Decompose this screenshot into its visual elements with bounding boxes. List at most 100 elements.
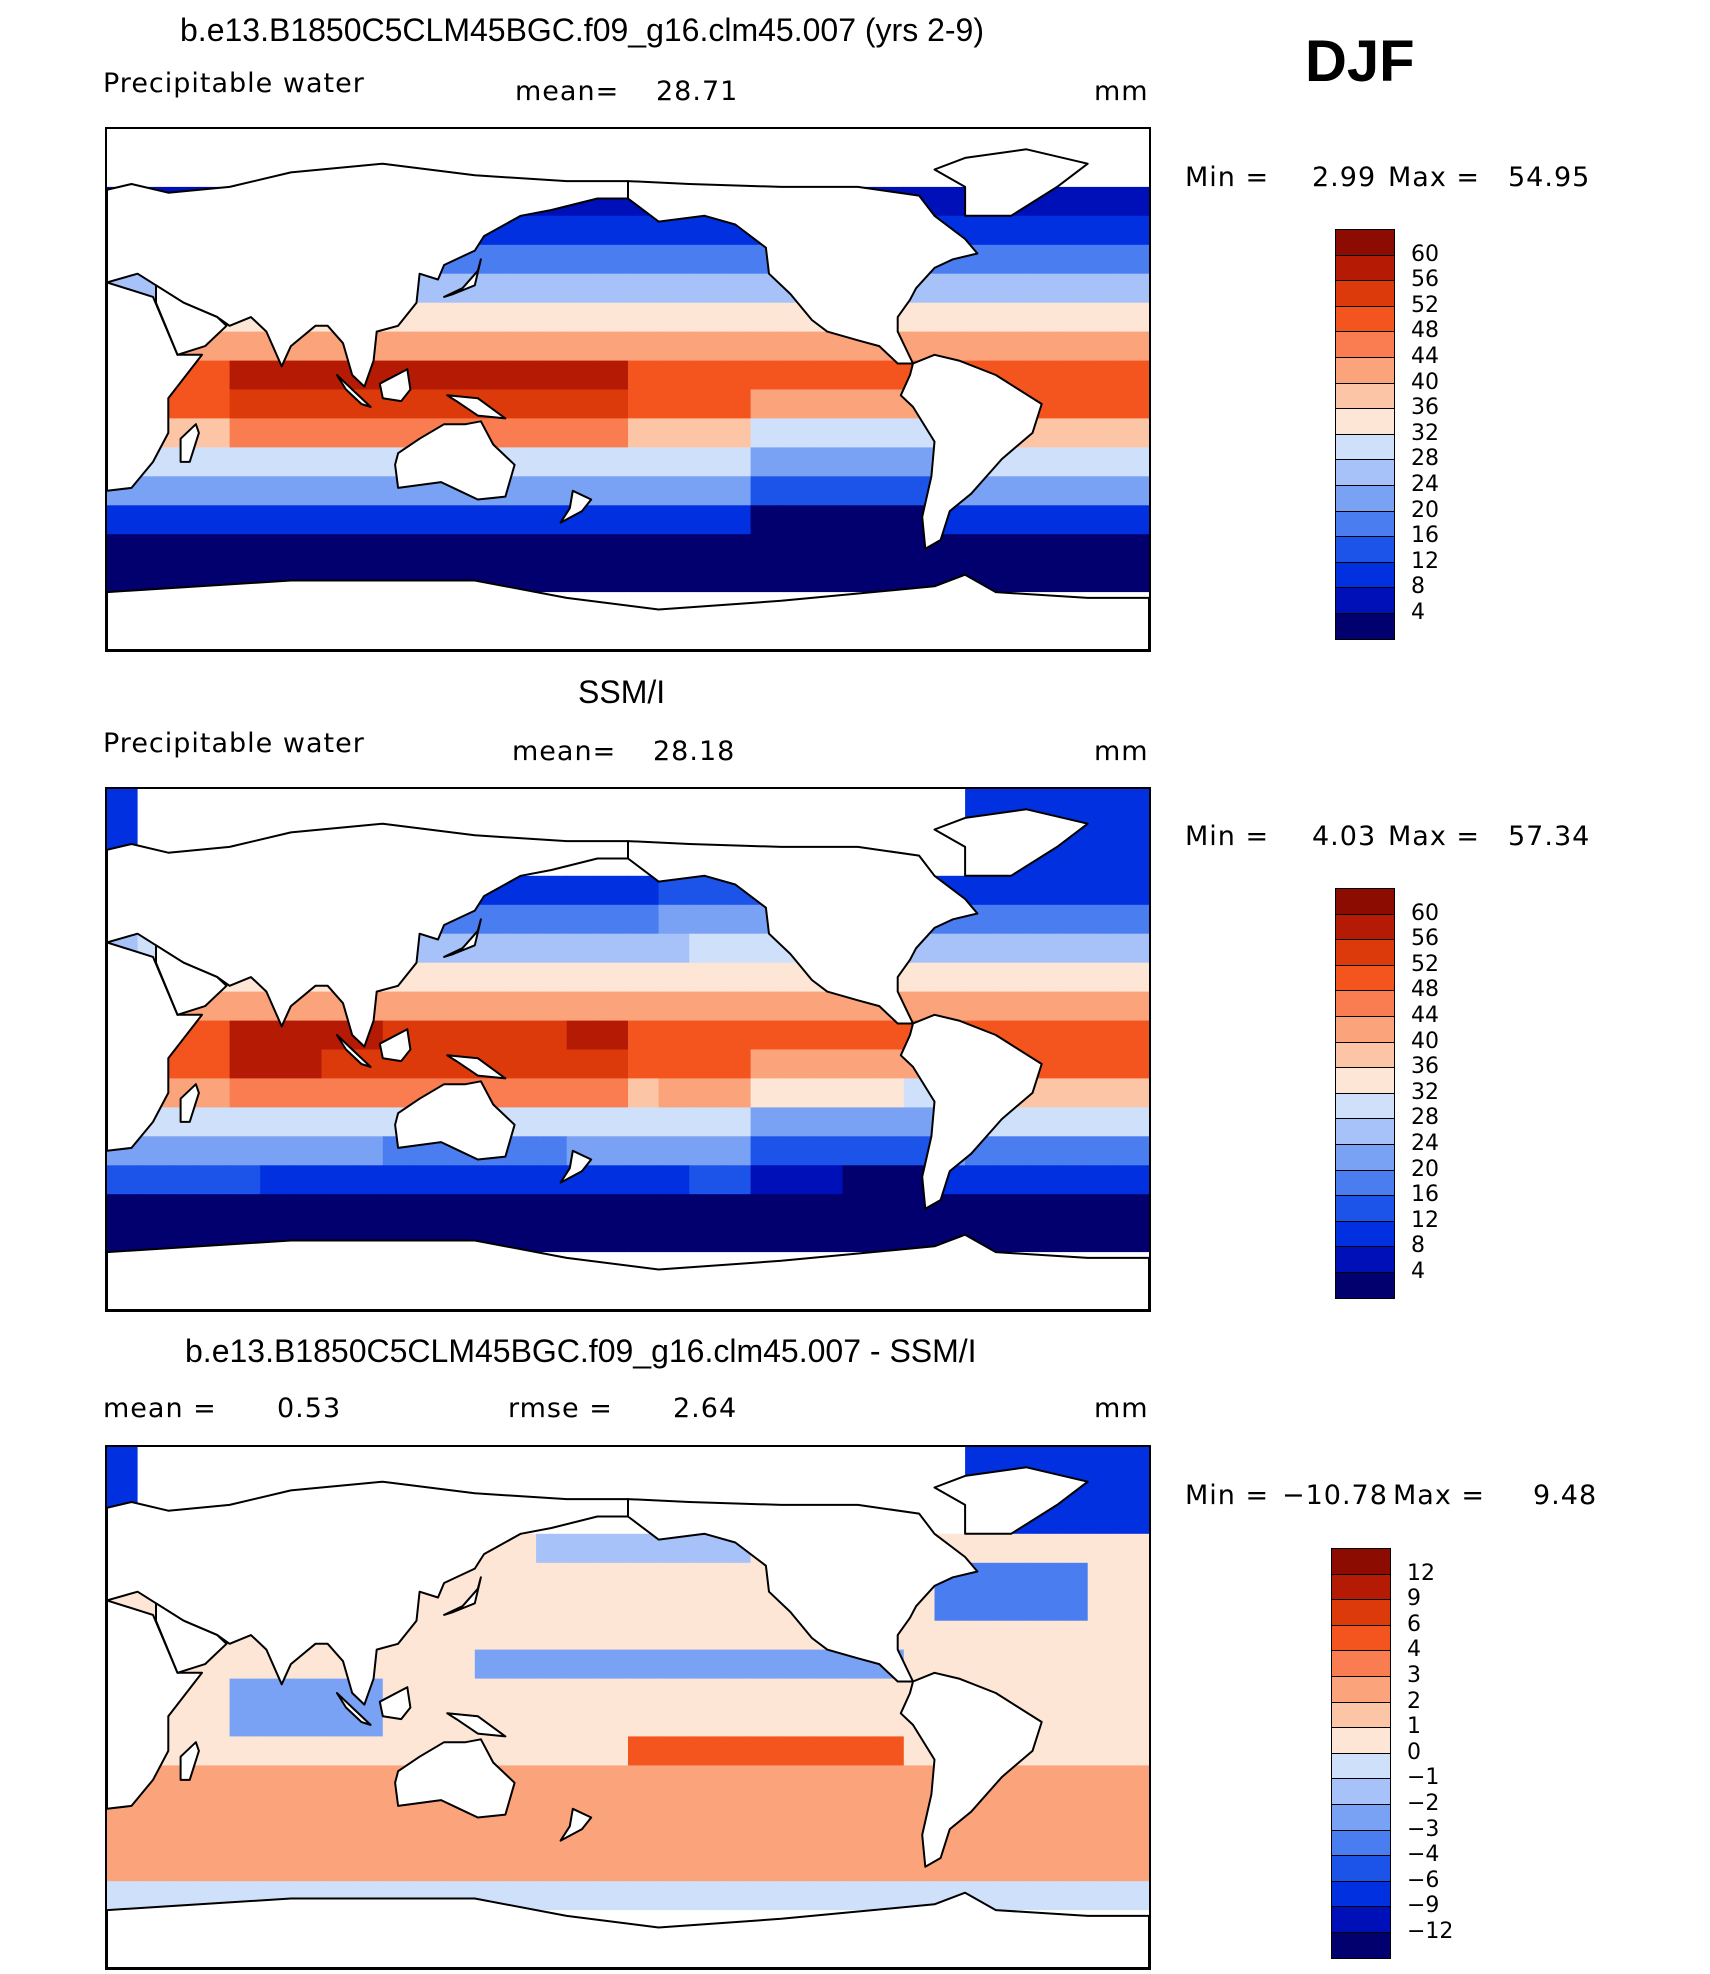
panel-2-mean-value: 28.18	[653, 736, 736, 767]
ocean-cell	[597, 563, 629, 593]
ocean-cell	[658, 962, 690, 993]
ocean-cell	[474, 962, 506, 993]
ocean-cell	[811, 1678, 844, 1709]
ocean-cell	[505, 1049, 537, 1079]
ocean-cell	[566, 1620, 598, 1651]
ocean-cell	[842, 563, 874, 593]
ocean-cell	[689, 534, 721, 564]
ocean-cell	[321, 1794, 353, 1824]
ocean-cell	[781, 1136, 813, 1166]
ocean-cell	[750, 1649, 782, 1680]
ocean-cell	[842, 505, 874, 535]
ocean-cell	[168, 789, 200, 819]
ocean-cell	[995, 1620, 1027, 1651]
ocean-cell	[719, 904, 752, 935]
ocean-cell	[1087, 389, 1119, 419]
ocean-cell	[750, 1136, 782, 1166]
ocean-cell	[474, 1591, 506, 1622]
ocean-cell	[658, 476, 690, 506]
colorbar-tick-label: 24	[1411, 472, 1439, 497]
ocean-cell	[628, 129, 660, 159]
ocean-cell	[781, 1078, 813, 1108]
colorbar-swatch	[1331, 1778, 1391, 1805]
colorbar-swatch	[1331, 1752, 1391, 1780]
ocean-cell	[1057, 389, 1089, 419]
ocean-cell	[1087, 1078, 1119, 1108]
ocean-cell	[719, 1165, 752, 1195]
ocean-cell	[719, 991, 752, 1022]
ocean-cell	[1026, 244, 1058, 275]
panel-2-map	[105, 787, 1151, 1312]
ocean-cell	[842, 1736, 874, 1766]
ocean-cell	[413, 129, 445, 159]
ocean-cell	[1118, 215, 1149, 246]
ocean-cell	[290, 534, 323, 564]
ocean-cell	[1057, 1078, 1089, 1108]
landmass	[627, 180, 979, 365]
ocean-cell	[965, 1533, 997, 1564]
ocean-cell	[474, 1678, 506, 1709]
ocean-cell	[260, 389, 292, 419]
ocean-cell	[382, 991, 414, 1022]
ocean-cell	[628, 1765, 660, 1795]
ocean-cell	[719, 1591, 752, 1622]
ocean-cell	[873, 1020, 905, 1051]
ocean-cell	[1057, 1533, 1089, 1564]
ocean-cell	[1087, 1562, 1119, 1593]
ocean-cell	[689, 1562, 721, 1593]
ocean-cell	[413, 1049, 445, 1079]
ocean-cell	[536, 476, 568, 506]
ocean-cell	[719, 273, 752, 304]
ocean-cell	[750, 129, 782, 159]
ocean-cell	[107, 157, 139, 188]
ocean-cell	[260, 1794, 292, 1824]
ocean-cell	[719, 1823, 752, 1853]
ocean-cell	[781, 1852, 813, 1882]
ocean-cell	[352, 789, 384, 819]
colorbar-tick-label: 40	[1411, 369, 1439, 395]
ocean-cell	[597, 991, 629, 1022]
ocean-cell	[474, 331, 506, 362]
ocean-cell	[1057, 846, 1089, 877]
landmass	[107, 1480, 629, 1706]
colorbar-tick-label: 16	[1411, 523, 1439, 549]
ocean-cell	[689, 360, 721, 391]
ocean-cell	[689, 1447, 721, 1477]
ocean-cell	[811, 447, 844, 477]
ocean-cell	[811, 389, 844, 419]
ocean-cell	[719, 302, 752, 333]
ocean-cell	[781, 789, 813, 819]
ocean-cell	[1118, 1620, 1149, 1651]
ocean-cell	[689, 1078, 721, 1108]
colorbar-swatch	[1335, 964, 1395, 992]
ocean-cell	[352, 1136, 384, 1166]
ocean-cell	[1057, 563, 1089, 593]
ocean-cell	[934, 1504, 966, 1535]
ocean-cell	[658, 302, 690, 333]
ocean-cell	[1087, 789, 1119, 819]
landmass	[443, 1576, 482, 1616]
ocean-cell	[168, 534, 200, 564]
ocean-cell	[873, 1794, 905, 1824]
ocean-cell	[781, 1447, 813, 1477]
ocean-cell	[1057, 1823, 1089, 1853]
ocean-cell	[842, 447, 874, 477]
ocean-cell	[628, 1823, 660, 1853]
ocean-cell	[842, 1852, 874, 1882]
ocean-cell	[658, 1794, 690, 1824]
ocean-cell	[689, 244, 721, 275]
ocean-cell	[198, 129, 231, 159]
ocean-cell	[658, 1136, 690, 1166]
landmass	[155, 1602, 228, 1674]
ocean-cell	[873, 1852, 905, 1882]
ocean-cell	[290, 389, 323, 419]
ocean-cell	[229, 1707, 261, 1737]
ocean-cell	[137, 505, 169, 535]
ocean-cell	[1087, 1649, 1119, 1680]
ocean-cell	[965, 1620, 997, 1651]
ocean-cell	[873, 418, 905, 448]
ocean-cell	[750, 1223, 782, 1253]
ocean-cell	[1057, 789, 1089, 819]
ocean-cell	[873, 129, 905, 159]
ocean-cell	[1087, 476, 1119, 506]
